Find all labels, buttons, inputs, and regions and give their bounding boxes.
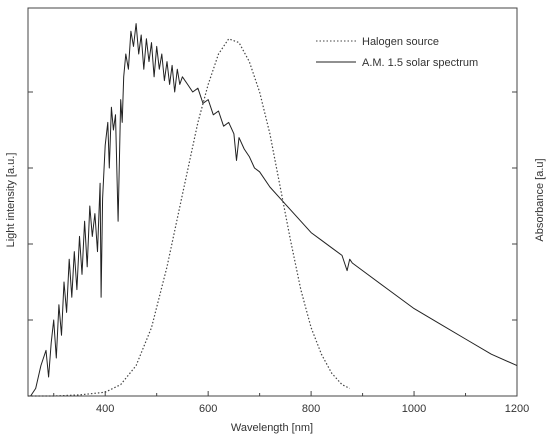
series-layer <box>28 23 518 397</box>
x-axis-label: Wavelength [nm] <box>231 422 313 434</box>
y-axis-label-right: Absorbance [a.u] <box>534 158 546 241</box>
x-tick-label: 1000 <box>402 403 426 415</box>
legend-label-halogen: Halogen source <box>362 36 439 48</box>
x-tick-label: 800 <box>302 403 320 415</box>
x-tick-label: 600 <box>199 403 217 415</box>
x-axis-ticks <box>53 391 518 396</box>
y-axis-label-left: Light intensity [a.u.] <box>5 153 17 248</box>
series-line-halogen <box>28 38 350 397</box>
plot-frame <box>27 7 518 397</box>
legend-label-solar: A.M. 1.5 solar spectrum <box>362 57 478 69</box>
series-line-solar <box>30 23 518 397</box>
left-axis-ticks <box>28 91 33 321</box>
x-axis-tick-labels: 400 600 800 1000 1200 <box>96 403 529 415</box>
x-tick-label: 1200 <box>505 403 529 415</box>
right-axis-ticks <box>512 91 517 321</box>
x-tick-label: 400 <box>96 403 114 415</box>
legend: Halogen source A.M. 1.5 solar spectrum <box>316 36 478 69</box>
